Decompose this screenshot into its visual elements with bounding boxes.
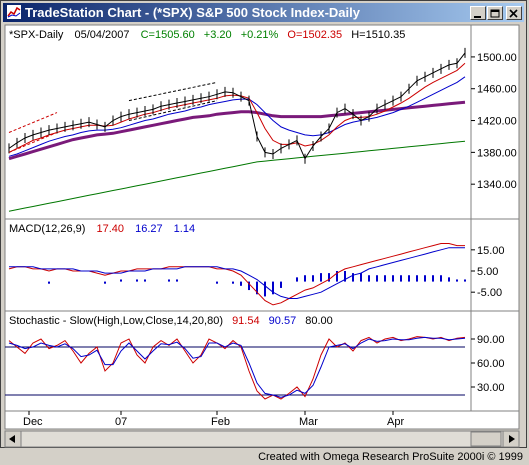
close-button[interactable] [506,6,522,20]
maximize-icon [490,9,500,18]
x-tick-label: Mar [299,416,318,428]
y-tick-label: 1420.00 [477,116,517,128]
chart-window: TradeStation Chart - (*SPX) S&P 500 Stoc… [0,0,527,448]
macd-panel [8,243,466,306]
arrow-right-icon [509,435,515,443]
stoch-header-label: Stochastic - Slow(High,Low,Close,14,20,8… [9,315,223,327]
price-header-pct: +0.21% [241,29,279,41]
minimize-icon [474,16,481,18]
channel-lower-1 [8,132,58,153]
window-title: TradeStation Chart - (*SPX) S&P 500 Stoc… [25,5,360,20]
minimize-button[interactable] [470,6,486,20]
y-tick-label: 1460.00 [477,84,517,96]
price-header-date: 05/04/2007 [74,29,129,41]
stoch-header: Stochastic - Slow(High,Low,Close,14,20,8… [9,315,333,327]
horizontal-scrollbar[interactable] [4,430,520,448]
x-tick-label: 07 [115,416,127,428]
macd-signal-line [9,247,465,299]
footer-credit: Created with Omega Research ProSuite 200… [258,451,523,463]
chart-canvas: 1500.00 1460.00 1420.00 1380.00 1340.00 Dec 07… [4,24,520,448]
ma-mid-line [8,76,466,157]
y-tick-label: 1380.00 [477,147,517,159]
axes: 1500.00 1460.00 1420.00 1380.00 1340.00 Dec 07… [23,52,517,428]
title-bar[interactable]: TradeStation Chart - (*SPX) S&P 500 Stoc… [3,3,524,22]
scroll-thumb[interactable] [470,431,502,447]
macd-header-diff: 1.14 [174,223,195,235]
channel-lower-2 [128,100,218,122]
price-header-open: O=1502.35 [287,29,342,41]
ma-200-line [8,140,466,212]
stoch-header-level: 80.00 [305,315,333,327]
stoch-d-line [8,336,466,398]
macd-header-macd: 17.40 [96,223,124,235]
stoch-header-k: 91.54 [232,315,260,327]
y-tick-label: 1500.00 [477,52,517,64]
ma-short-line [8,62,466,153]
price-header-change: +3.20 [204,29,232,41]
plot-area [4,24,520,430]
stoch-header-d: 90.57 [269,315,297,327]
close-icon [509,9,518,18]
macd-header-signal: 16.27 [135,223,163,235]
channel-upper-1 [8,112,58,133]
y-tick-label: 90.00 [477,334,505,346]
stochastic-panel [5,336,466,400]
y-tick-label: 60.00 [477,358,505,370]
y-tick-label: 30.00 [477,382,505,394]
price-panel [8,47,466,212]
macd-header-label: MACD(12,26,9) [9,223,85,235]
price-header: *SPX-Daily 05/04/2007 C=1505.60 +3.20 +0… [9,29,405,41]
y-tick-label: -5.00 [477,287,502,299]
price-header-high: H=1510.35 [351,29,405,41]
price-header-close: C=1505.60 [141,29,195,41]
chart-app-icon [7,5,21,19]
x-tick-label: Apr [387,416,404,428]
arrow-left-icon [9,435,15,443]
x-tick-label: Dec [23,416,43,428]
y-tick-label: 1340.00 [477,179,517,191]
price-header-symbol: *SPX-Daily [9,29,64,41]
macd-header: MACD(12,26,9) 17.40 16.27 1.14 [9,223,195,235]
y-tick-label: 15.00 [477,245,505,257]
y-tick-label: 5.00 [477,266,498,278]
ma-long-line [8,100,466,161]
maximize-button[interactable] [487,6,503,20]
price-line [8,52,466,160]
x-tick-label: Feb [211,416,230,428]
